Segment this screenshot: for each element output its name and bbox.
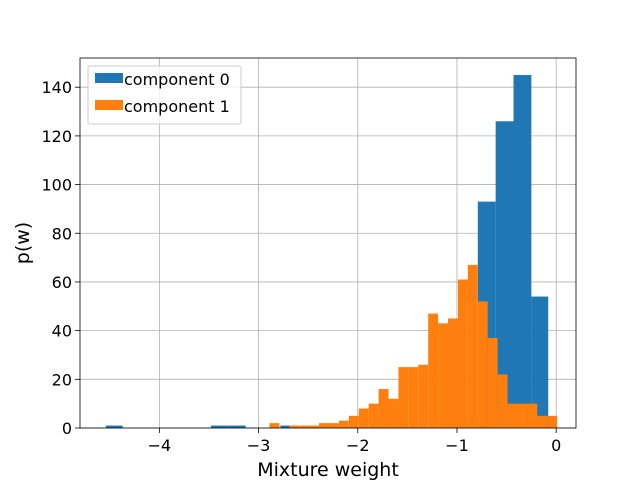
legend-swatch-component-1 <box>95 100 123 110</box>
y-tick-label: 0 <box>62 419 72 438</box>
x-tick-label: −3 <box>247 436 271 455</box>
bar-component-1 <box>438 323 449 428</box>
bar-component-1 <box>428 313 439 428</box>
bar-component-1 <box>289 425 300 428</box>
y-tick-label: 100 <box>41 176 72 195</box>
x-tick-label: −4 <box>148 436 172 455</box>
histogram-bars <box>105 75 558 428</box>
bar-component-1 <box>477 301 488 428</box>
bar-component-1 <box>269 423 280 428</box>
bar-component-0 <box>531 296 549 428</box>
bar-component-1 <box>507 403 518 428</box>
y-tick-label: 120 <box>41 127 72 146</box>
bar-component-1 <box>537 415 548 428</box>
bar-component-0 <box>513 75 532 428</box>
bar-component-1 <box>448 318 458 428</box>
y-axis-ticks: 0 20 40 60 80 100 120 140 <box>41 78 80 438</box>
y-axis-title: p(w) <box>12 222 34 264</box>
bar-component-1 <box>388 398 399 428</box>
legend-swatch-component-0 <box>95 73 123 83</box>
bar-component-1 <box>547 415 558 428</box>
x-tick-label: 0 <box>551 436 561 455</box>
bar-component-1 <box>378 389 389 428</box>
bar-component-1 <box>467 264 478 428</box>
x-axis-ticks: −4 −3 −2 −1 0 <box>148 428 561 455</box>
legend-box <box>87 65 242 125</box>
bar-component-1 <box>457 279 468 428</box>
y-tick-label: 40 <box>52 322 72 341</box>
bar-component-1 <box>408 367 419 428</box>
bar-component-1 <box>309 425 320 428</box>
bar-component-1 <box>299 425 310 428</box>
legend-label-component-0: component 0 <box>124 70 230 89</box>
y-tick-label: 20 <box>52 370 72 389</box>
bar-component-1 <box>418 364 429 428</box>
bar-component-1 <box>328 423 339 428</box>
bar-component-1 <box>368 403 379 428</box>
y-tick-label: 60 <box>52 273 72 292</box>
plot-frame <box>79 57 577 429</box>
bar-component-0 <box>210 425 228 428</box>
bar-component-0 <box>227 425 246 428</box>
x-axis-title: Mixture weight <box>257 459 399 480</box>
x-tick-label: −2 <box>346 436 370 455</box>
bar-component-1 <box>527 403 538 428</box>
bar-component-1 <box>517 403 528 428</box>
y-tick-label: 80 <box>52 224 72 243</box>
bar-component-1 <box>338 420 349 428</box>
bar-component-1 <box>348 415 359 428</box>
legend-label-component-1: component 1 <box>124 97 230 116</box>
bar-component-1 <box>358 408 369 428</box>
bar-component-0 <box>495 121 514 428</box>
bar-component-0 <box>105 425 123 428</box>
bar-component-1 <box>497 374 508 428</box>
bar-component-1 <box>398 367 409 428</box>
bar-component-1 <box>319 423 329 428</box>
y-tick-label: 140 <box>41 78 72 97</box>
bar-component-1 <box>487 337 498 428</box>
x-tick-label: −1 <box>445 436 469 455</box>
legend: component 0 component 1 <box>87 65 242 125</box>
